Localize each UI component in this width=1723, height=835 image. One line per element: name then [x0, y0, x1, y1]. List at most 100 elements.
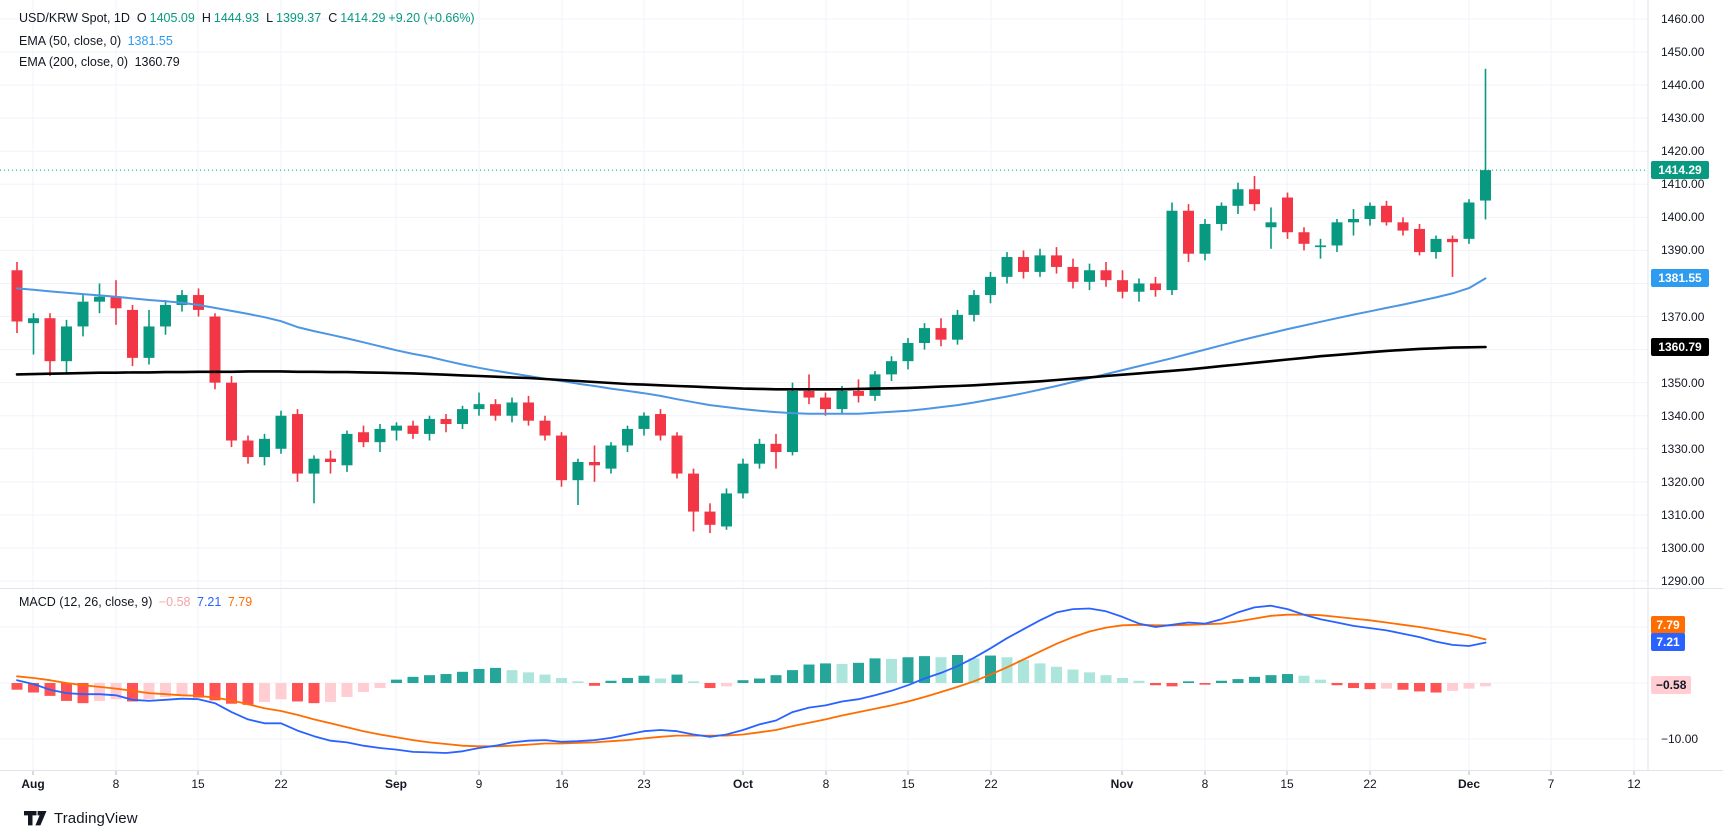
- time-axis-label: Nov: [1110, 777, 1134, 791]
- macd-histogram-bar: [61, 683, 72, 701]
- candle-wick: [395, 422, 398, 441]
- candle-body: [853, 390, 864, 396]
- macd-histogram-bar: [820, 663, 831, 683]
- candle-body: [374, 428, 386, 443]
- low-value: 1399.37: [276, 11, 322, 25]
- candle-body: [605, 445, 617, 469]
- macd-histogram-bar: [622, 677, 633, 683]
- macd-label[interactable]: MACD (12, 26, close, 9): [19, 595, 153, 609]
- macd-histogram-bar: [688, 681, 699, 683]
- candle-body: [226, 382, 237, 441]
- ema200-line: [15, 345, 1487, 391]
- candle-body: [968, 295, 980, 315]
- macd-histogram-bar: [1117, 677, 1128, 683]
- macd-histogram-bar: [539, 674, 551, 683]
- macd-histogram-bar: [77, 683, 89, 704]
- macd-histogram-bar: [886, 658, 897, 683]
- pane-separator[interactable]: [0, 588, 1723, 589]
- candle-body: [688, 473, 699, 512]
- candle-body: [209, 316, 221, 383]
- macd-histogram-bar: [935, 657, 947, 683]
- time-axis-label: 12: [1627, 777, 1641, 791]
- candle-body: [11, 270, 23, 322]
- candle-body: [1397, 222, 1409, 231]
- candle-body: [1001, 257, 1013, 277]
- candle-body: [143, 326, 155, 358]
- candle-body: [325, 458, 336, 463]
- tradingview-logo[interactable]: TradingView: [24, 810, 138, 827]
- macd-histogram-bar: [1364, 683, 1376, 690]
- macd-histogram-bar: [1166, 683, 1178, 687]
- symbol-legend-row[interactable]: USD/KRW Spot, 1D O 1405.09 H 1444.93 L 1399.37…: [19, 11, 475, 25]
- time-axis-label: Dec: [1457, 777, 1481, 791]
- candle-body: [869, 374, 881, 396]
- time-axis-label: Aug: [21, 777, 45, 791]
- macd-histogram-bar: [341, 683, 353, 697]
- macd-histogram-bar: [1348, 683, 1359, 689]
- price-axis-label: 1310.00: [1661, 507, 1705, 522]
- ema50-label[interactable]: EMA (50, close, 0): [19, 34, 122, 48]
- macd-histogram-bar: [259, 683, 270, 703]
- macd-histogram-bar: [919, 656, 930, 683]
- macd-histogram-bar: [1018, 660, 1029, 683]
- candle-body: [1381, 205, 1392, 223]
- ema50-legend-row[interactable]: EMA (50, close, 0) 1381.55: [19, 34, 173, 48]
- candle-body: [490, 404, 501, 416]
- macd-histogram-bar: [1381, 683, 1392, 689]
- candle-body: [94, 296, 105, 302]
- price-axis-label: 1440.00: [1661, 78, 1705, 93]
- candle-wick: [1484, 68, 1487, 220]
- candle-body: [671, 435, 683, 474]
- macd-histogram-bar: [968, 658, 980, 683]
- candle-body: [622, 428, 633, 446]
- price-axis-label: 1450.00: [1661, 45, 1705, 60]
- high-value: 1444.93: [213, 11, 260, 25]
- symbol-title[interactable]: USD/KRW Spot, 1D: [19, 11, 130, 25]
- macd-histogram-bar: [721, 683, 732, 687]
- macd-histogram-bar: [1315, 679, 1326, 683]
- candle-wick: [577, 458, 579, 505]
- macd-histogram-bar: [803, 664, 815, 683]
- price-axis-label: 1420.00: [1661, 144, 1705, 159]
- candle-body: [985, 276, 996, 296]
- candle-body: [275, 415, 287, 449]
- price-axis-label: 1340.00: [1661, 408, 1705, 423]
- candle-wick: [1451, 235, 1454, 277]
- candle-body: [1232, 189, 1244, 206]
- candle-body: [589, 462, 600, 466]
- macd-histogram-bar: [671, 674, 683, 683]
- macd-legend-row[interactable]: MACD (12, 26, close, 9) −0.58 7.21 7.79: [19, 595, 252, 609]
- macd-histogram-bar: [490, 667, 501, 683]
- macd-histogram-bar: [737, 680, 749, 683]
- price-axis-label: 1430.00: [1661, 111, 1705, 126]
- ema200-legend-row[interactable]: EMA (200, close, 0) 1360.79: [19, 55, 180, 69]
- candle-body: [1199, 223, 1211, 254]
- macd-histogram-bar: [952, 655, 963, 683]
- macd-histogram-bar: [226, 683, 237, 704]
- macd-axis-label: −10.00: [1661, 732, 1699, 746]
- candle-body: [127, 309, 138, 358]
- candle-body: [1249, 189, 1260, 205]
- macd-badge: 7.79: [1651, 616, 1685, 634]
- candle-body: [1430, 238, 1442, 253]
- candle-body: [259, 438, 270, 458]
- candle-body: [1364, 205, 1376, 220]
- macd-histogram-bar: [1067, 669, 1079, 683]
- candle-body: [638, 415, 650, 429]
- high-label: H: [201, 11, 211, 25]
- ema200-value: 1360.79: [134, 55, 180, 69]
- candle-body: [341, 433, 353, 466]
- change-value: +9.20 (+0.66%): [388, 11, 475, 25]
- candle-body: [1084, 270, 1095, 282]
- macd-histogram-bar: [1265, 675, 1277, 683]
- price-axis-label: 1400.00: [1661, 210, 1705, 225]
- macd-histogram-bar: [193, 683, 204, 698]
- macd-histogram-bar: [440, 674, 452, 683]
- macd-histogram-bar: [506, 670, 518, 683]
- macd-histogram-bar: [638, 675, 650, 683]
- ema200-label[interactable]: EMA (200, close, 0): [19, 55, 129, 69]
- time-axis-label: 8: [822, 777, 830, 791]
- macd-histogram-bar: [1199, 683, 1211, 685]
